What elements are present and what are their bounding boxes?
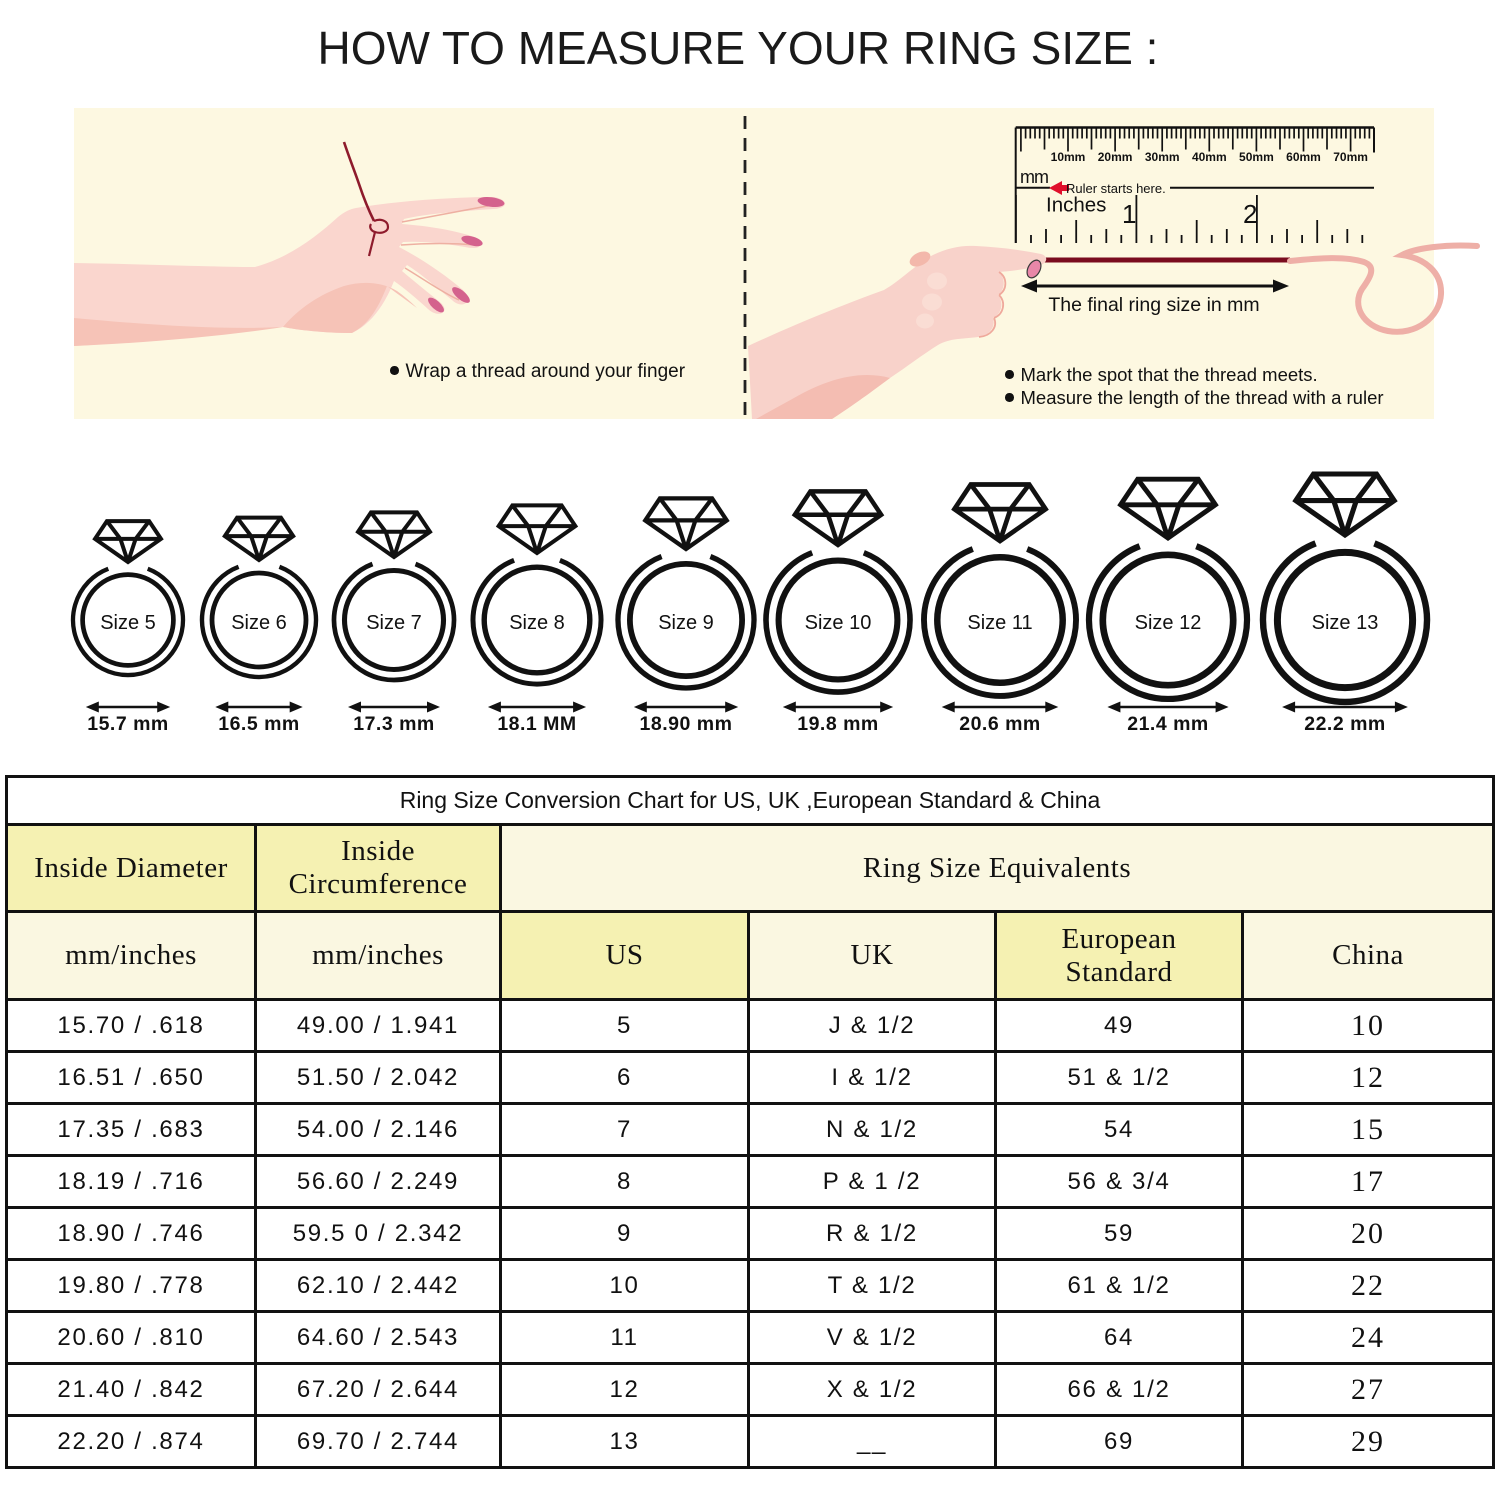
svg-text:Size 6: Size 6 — [231, 612, 287, 634]
svg-text:Ruler starts here.: Ruler starts here. — [1066, 181, 1166, 196]
svg-text:16.5 mm: 16.5 mm — [218, 713, 300, 735]
svg-text:10mm: 10mm — [1051, 150, 1086, 164]
svg-text:Size 13: Size 13 — [1312, 612, 1379, 634]
svg-text:20.6 mm: 20.6 mm — [959, 713, 1041, 735]
svg-text:18.1 MM: 18.1 MM — [497, 713, 576, 735]
svg-text:2: 2 — [1243, 199, 1257, 229]
svg-text:60mm: 60mm — [1286, 150, 1321, 164]
svg-text:20mm: 20mm — [1098, 150, 1133, 164]
svg-text:Size 7: Size 7 — [366, 612, 422, 634]
svg-text:Size 8: Size 8 — [509, 612, 565, 634]
svg-text:Size 10: Size 10 — [805, 612, 872, 634]
svg-text:Size 5: Size 5 — [100, 612, 156, 634]
svg-text:18.90 mm: 18.90 mm — [640, 713, 733, 735]
svg-text:Size 9: Size 9 — [658, 612, 714, 634]
svg-text:70mm: 70mm — [1333, 150, 1368, 164]
svg-text:17.3 mm: 17.3 mm — [353, 713, 435, 735]
svg-text:Inches: Inches — [1046, 194, 1106, 217]
svg-text:21.4 mm: 21.4 mm — [1127, 713, 1209, 735]
svg-text:30mm: 30mm — [1145, 150, 1180, 164]
svg-text:19.8 mm: 19.8 mm — [797, 713, 879, 735]
svg-text:22.2 mm: 22.2 mm — [1304, 713, 1386, 735]
svg-text:1: 1 — [1122, 199, 1136, 229]
svg-text:40mm: 40mm — [1192, 150, 1227, 164]
svg-text:50mm: 50mm — [1239, 150, 1274, 164]
svg-text:15.7 mm: 15.7 mm — [87, 713, 169, 735]
svg-text:Size 11: Size 11 — [967, 612, 1032, 634]
svg-text:mm: mm — [1020, 167, 1048, 187]
svg-text:Size 12: Size 12 — [1135, 612, 1202, 634]
